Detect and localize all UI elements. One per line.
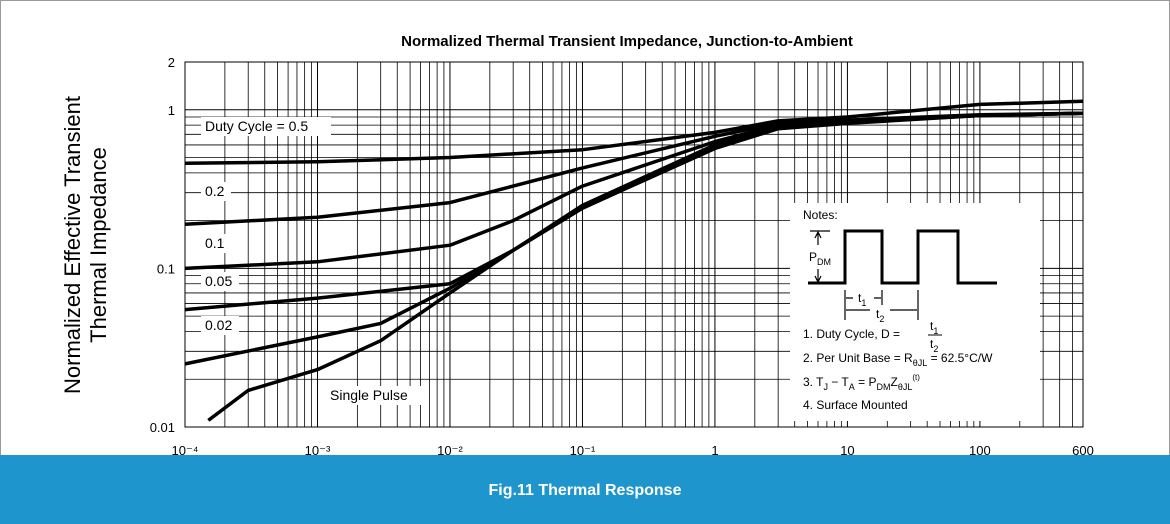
series-label-box — [201, 182, 231, 201]
note-segment: − T — [828, 375, 849, 389]
x-tick-label: 10⁻⁴ — [172, 443, 199, 458]
series-line — [207, 111, 1084, 422]
note-segment: t — [858, 291, 862, 305]
plot-frame — [184, 61, 1084, 428]
note-text: t1 — [858, 291, 866, 308]
note-text: t1 — [930, 319, 938, 336]
note-segment: t — [876, 307, 880, 321]
subscript: θJL — [898, 382, 913, 392]
lines — [184, 99, 1084, 422]
subscript: DM — [817, 257, 831, 267]
subscript: 2 — [933, 344, 938, 354]
footer-bar — [0, 455, 1170, 524]
note-segment: 3. T — [803, 375, 824, 389]
footer-title: Fig.11 Thermal Response — [489, 482, 682, 499]
series-label: 0.2 — [205, 183, 225, 199]
series-label-box — [201, 316, 239, 335]
y-axis-title: Normalized Effective Transient Thermal I… — [60, 96, 111, 394]
pulse-waveform — [808, 229, 997, 285]
series-label-box — [201, 272, 239, 291]
subscript: DM — [876, 382, 890, 392]
subscript: θJL — [913, 358, 928, 368]
chart-title: Normalized Thermal Transient Impedance, … — [401, 33, 853, 50]
y-tick-label: 2 — [168, 55, 175, 70]
series-label: Single Pulse — [330, 387, 408, 403]
x-tick-label: 600 — [1072, 443, 1094, 458]
note-text: 4. Surface Mounted — [803, 398, 908, 412]
subscript: 1 — [933, 326, 938, 336]
note-segment: Z — [890, 375, 897, 389]
series-label: 0.05 — [205, 273, 232, 289]
t-arrows — [844, 290, 919, 320]
note-text: 1. Duty Cycle, D = — [803, 327, 900, 341]
y-axis-title-line: Thermal Impedance — [86, 147, 111, 343]
subscript: J — [823, 382, 828, 392]
notes-heading: Notes: — [803, 208, 838, 222]
overlay: 10⁻⁴ 10⁻³ 10⁻² 10⁻¹ 1 10 100 600 0.01 0.1 1 2 Duty C… — [150, 55, 1094, 458]
y-tick-label: 0.01 — [150, 420, 175, 435]
series-label: Duty Cycle = 0.5 — [205, 118, 308, 134]
x-tick-label: 1 — [711, 443, 718, 458]
note-segment: = P — [855, 375, 877, 389]
subscript: 1 — [861, 298, 866, 308]
grid — [184, 61, 1084, 428]
x-tick-label: 10 — [840, 443, 854, 458]
note-text: PDM — [809, 250, 831, 267]
note-segment: P — [809, 250, 817, 264]
x-tick-label: 10⁻² — [437, 443, 463, 458]
note-segment: t — [930, 337, 934, 351]
y-axis-title-line: Normalized Effective Transient — [60, 96, 85, 394]
note-segment: 2. Per Unit Base = R — [803, 351, 913, 365]
note-segment: = 62.5°C/W — [927, 351, 993, 365]
note-text: t2 — [876, 307, 884, 324]
x-tick-label: 10⁻³ — [305, 443, 331, 458]
note-text: t2 — [930, 337, 938, 354]
subscript: A — [849, 382, 855, 392]
x-tick-label: 100 — [969, 443, 991, 458]
note-segment: 1. Duty Cycle, D = — [803, 327, 900, 341]
series-line — [184, 99, 1084, 165]
notes-box — [790, 203, 1040, 421]
subscript: 2 — [879, 314, 884, 324]
superscript: (t) — [912, 373, 920, 382]
x-tick-label: 10⁻¹ — [570, 443, 596, 458]
note-segment: 4. Surface Mounted — [803, 398, 908, 412]
note-text: 3. TJ − TA = PDMZθJL(t) — [803, 373, 920, 392]
note-segment: t — [930, 319, 934, 333]
note-text: 2. Per Unit Base = RθJL = 62.5°C/W — [803, 351, 993, 368]
series-label: 0.02 — [205, 317, 232, 333]
series-label: 0.1 — [205, 235, 225, 251]
series-label-box — [326, 386, 421, 405]
y-tick-label: 1 — [168, 103, 175, 118]
y-tick-label: 0.1 — [157, 261, 175, 276]
pdm-arrow — [810, 230, 830, 284]
series-label-box — [201, 117, 331, 136]
series-label-box — [201, 234, 231, 253]
